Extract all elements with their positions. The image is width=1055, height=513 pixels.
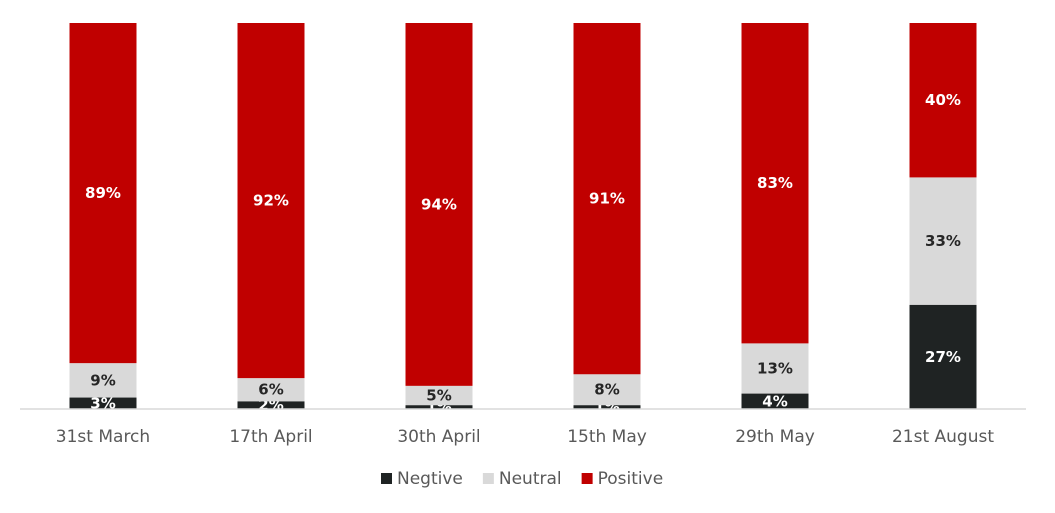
- data-label-neutral-0: 9%: [90, 371, 115, 389]
- bar-segment-neutral-1: [237, 378, 305, 402]
- bar-segment-positive-0: [69, 23, 137, 364]
- bar-segment-negtive-0: [69, 397, 137, 409]
- bar-segment-positive-2: [405, 23, 473, 386]
- data-label-neutral-3: 8%: [594, 381, 619, 399]
- data-label-positive-2: 94%: [421, 195, 457, 213]
- category-label-4: 29th May: [735, 427, 815, 447]
- bar-segment-negtive-1: [237, 401, 305, 409]
- data-label-positive-1: 92%: [253, 192, 289, 210]
- legend-swatch-neutral: [482, 473, 494, 484]
- legend-label-negtive: Negtive: [397, 469, 463, 489]
- bar-segment-neutral-5: [909, 177, 977, 305]
- bar-segment-positive-4: [741, 23, 809, 344]
- bar-segment-positive-3: [573, 23, 641, 375]
- data-label-neutral-1: 6%: [258, 381, 283, 399]
- category-labels: 31st March 17th April 30th April 15th May 29…: [56, 427, 995, 447]
- data-label-negtive-0: 3%: [90, 394, 115, 412]
- category-label-2: 30th April: [397, 427, 480, 447]
- legend-label-positive: Positive: [598, 469, 664, 489]
- legend-swatch-negtive: [381, 473, 392, 484]
- bar-segment-negtive-5: [909, 304, 977, 409]
- data-label-neutral-5: 33%: [925, 232, 961, 250]
- data-label-positive-4: 83%: [757, 174, 793, 192]
- legend: Negtive Neutral Positive: [381, 469, 663, 489]
- bar-segment-negtive-4: [741, 393, 809, 409]
- bar-segment-negtive-3: [573, 405, 641, 409]
- data-label-negtive-5: 27%: [925, 348, 961, 366]
- legend-label-neutral: Neutral: [499, 469, 562, 489]
- data-label-positive-0: 89%: [85, 184, 121, 202]
- bar-segment-neutral-2: [405, 385, 473, 406]
- bar-segment-neutral-0: [69, 363, 137, 398]
- bar-segment-negtive-2: [405, 405, 473, 409]
- category-label-5: 21st August: [892, 427, 994, 447]
- bar-segment-neutral-4: [741, 343, 809, 394]
- data-label-negtive-4: 4%: [762, 392, 787, 410]
- bar-group: 3%9%89%2%6%92%1%5%94%1%8%91%4%13%83%27%3…: [69, 23, 977, 416]
- data-label-positive-3: 91%: [589, 190, 625, 208]
- data-label-positive-5: 40%: [925, 91, 961, 109]
- bar-segment-positive-1: [237, 23, 305, 379]
- legend-swatch-positive: [581, 473, 593, 484]
- category-label-1: 17th April: [229, 427, 312, 447]
- category-label-0: 31st March: [56, 427, 150, 447]
- data-label-neutral-4: 13%: [757, 359, 793, 377]
- bar-segment-neutral-3: [573, 374, 641, 406]
- data-label-neutral-2: 5%: [426, 386, 451, 404]
- bar-segment-positive-5: [909, 23, 977, 178]
- category-label-3: 15th May: [567, 427, 647, 447]
